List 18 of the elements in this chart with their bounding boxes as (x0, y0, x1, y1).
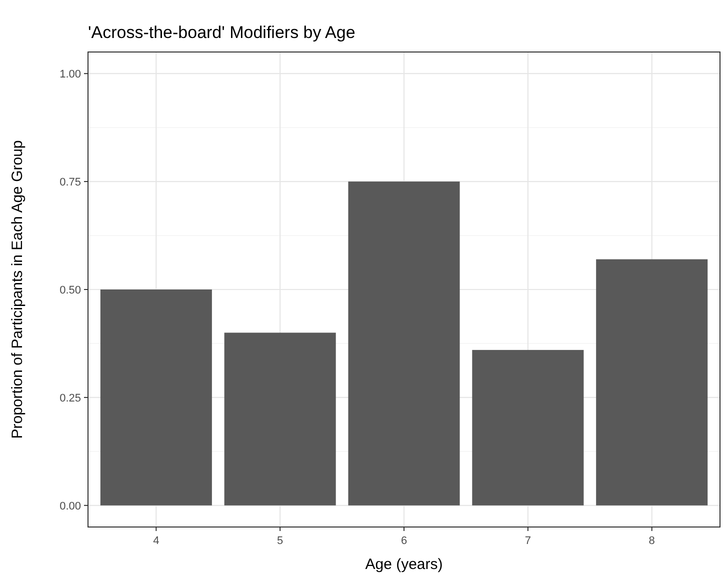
x-tick-label: 7 (524, 535, 531, 547)
y-tick-label: 0.50 (60, 284, 81, 296)
x-tick-label: 6 (400, 535, 408, 547)
y-tick-label: 0.75 (60, 176, 81, 188)
x-tick-label: 4 (153, 535, 160, 547)
bar (348, 182, 460, 506)
bar (100, 290, 212, 506)
x-tick-label: 5 (277, 535, 284, 547)
bar (596, 259, 708, 506)
chart-title: 'Across-the-board' Modifiers by Age (88, 23, 356, 42)
x-axis-title: Age (years) (365, 556, 443, 573)
bar (224, 332, 336, 506)
y-tick-label: 1.00 (60, 68, 81, 80)
x-tick-label: 8 (648, 535, 655, 547)
y-tick-label: 0.25 (60, 392, 81, 404)
bar (472, 350, 584, 506)
y-tick-label: 0.00 (60, 500, 81, 512)
y-axis-title: Proportion of Participants in Each Age Group (9, 140, 26, 439)
